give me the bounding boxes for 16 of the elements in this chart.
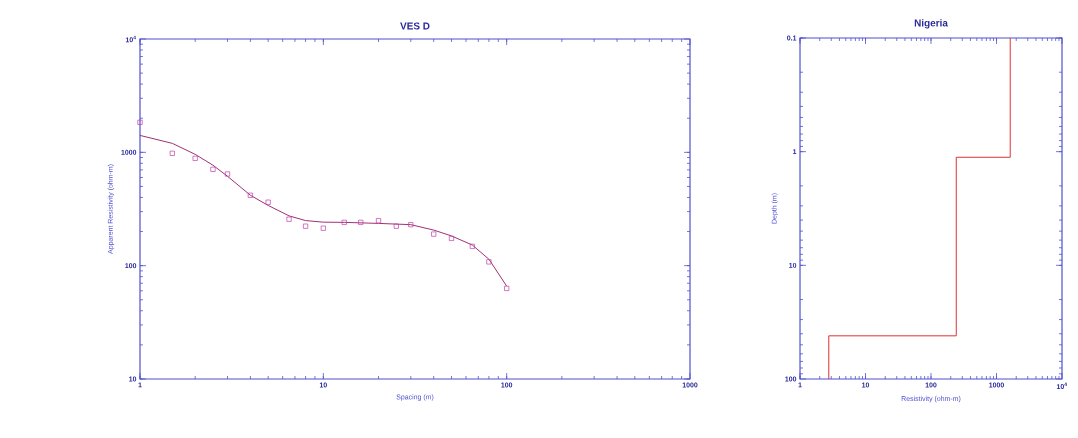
point xyxy=(358,219,364,225)
chart-title: Nigeria xyxy=(914,19,948,29)
point xyxy=(486,259,492,265)
point xyxy=(265,199,271,205)
point xyxy=(469,243,475,249)
point xyxy=(431,231,437,237)
point xyxy=(303,223,309,229)
point xyxy=(504,285,510,291)
chart-title: VES D xyxy=(400,22,430,30)
point xyxy=(320,225,326,231)
point xyxy=(375,218,382,224)
point xyxy=(393,223,399,229)
point xyxy=(192,155,198,161)
point xyxy=(448,235,455,241)
point xyxy=(247,192,253,198)
point xyxy=(210,166,216,172)
